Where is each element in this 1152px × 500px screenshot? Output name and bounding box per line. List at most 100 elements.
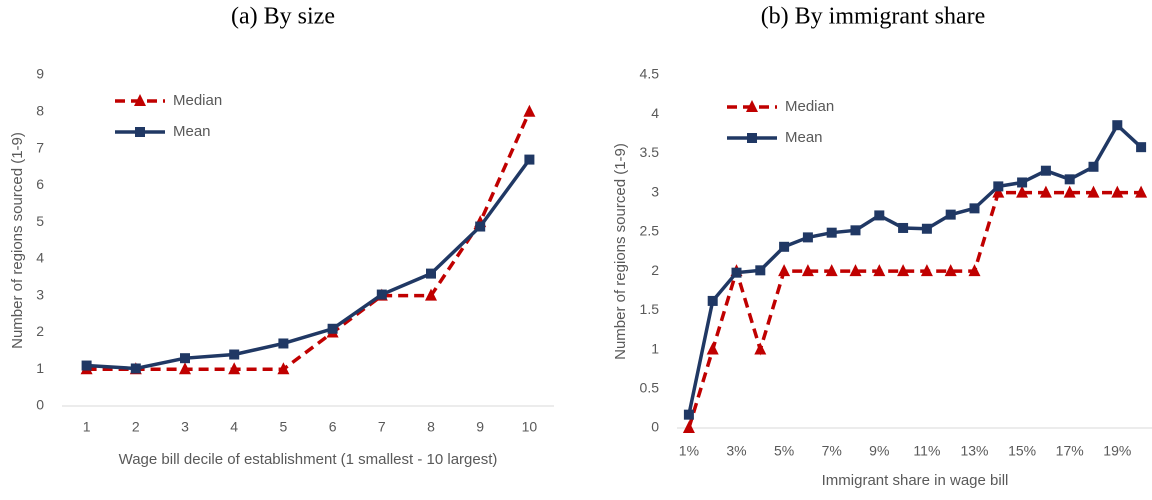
legend-label: Median	[173, 92, 222, 109]
marker	[425, 288, 437, 301]
marker	[897, 264, 910, 277]
marker	[706, 342, 719, 355]
y-tick-label: 1	[36, 360, 44, 376]
marker	[278, 338, 289, 349]
marker	[826, 227, 837, 238]
marker	[779, 241, 790, 252]
marker	[179, 362, 191, 375]
x-tick-label: 17%	[1056, 443, 1084, 459]
chart-title: (a) By size	[231, 4, 335, 30]
x-tick-label: 7	[378, 419, 386, 435]
marker	[755, 265, 766, 276]
marker	[426, 268, 436, 279]
series-line	[86, 158, 531, 371]
marker	[945, 209, 956, 220]
y-tick-label: 2	[651, 262, 659, 278]
marker	[1088, 161, 1099, 172]
marker	[1112, 120, 1123, 131]
x-tick-label: 5	[280, 419, 288, 435]
marker	[969, 203, 980, 214]
y-tick-label: 0	[36, 397, 44, 413]
y-tick-label: 3	[36, 286, 44, 302]
y-tick-label: 0.5	[640, 379, 660, 395]
marker	[1111, 185, 1124, 198]
y-tick-label: 0	[651, 419, 659, 435]
marker	[1017, 177, 1028, 188]
x-tick-label: 1	[83, 419, 91, 435]
marker	[1063, 185, 1076, 198]
y-tick-label: 2	[36, 323, 44, 339]
x-tick-label: 11%	[913, 443, 940, 459]
chart-title: (b) By immigrant share	[761, 4, 986, 30]
marker	[731, 267, 742, 278]
y-axis-title: Number of regions sourced (1-9)	[9, 132, 26, 349]
x-tick-label: 19%	[1103, 443, 1131, 459]
legend-label: Mean	[173, 123, 211, 140]
marker	[754, 342, 767, 355]
marker	[475, 221, 486, 232]
marker	[523, 104, 536, 117]
marker	[874, 210, 885, 221]
x-tick-label: 1%	[679, 443, 699, 459]
marker	[802, 232, 813, 243]
marker	[825, 264, 838, 277]
x-tick-label: 15%	[1008, 443, 1036, 459]
y-tick-label: 2.5	[640, 223, 660, 239]
marker	[1136, 142, 1147, 153]
y-tick-label: 4	[36, 250, 44, 266]
marker	[778, 264, 791, 277]
x-tick-label: 2	[132, 419, 140, 435]
x-tick-label: 10	[522, 419, 538, 435]
y-tick-label: 1	[651, 340, 659, 356]
x-tick-label: 6	[329, 419, 337, 435]
marker	[277, 362, 290, 375]
marker	[944, 264, 957, 277]
y-axis-title: Number of regions sourced (1-9)	[612, 143, 629, 360]
y-tick-label: 8	[36, 102, 44, 118]
y-tick-label: 1.5	[640, 301, 660, 317]
marker	[1016, 185, 1029, 198]
x-tick-label: 9%	[869, 443, 889, 459]
marker	[524, 154, 535, 165]
legend-label: Median	[785, 98, 834, 115]
x-tick-label: 4	[230, 419, 238, 435]
x-axis-title: Wage bill decile of establishment (1 sma…	[119, 451, 498, 468]
x-axis-title: Immigrant share in wage bill	[822, 472, 1009, 489]
marker	[1087, 185, 1100, 198]
marker	[327, 323, 338, 334]
x-tick-label: 5%	[774, 443, 794, 459]
marker	[747, 133, 757, 143]
legend-label: Mean	[785, 129, 823, 146]
marker	[850, 225, 861, 236]
x-tick-label: 3	[181, 419, 189, 435]
y-tick-label: 9	[36, 66, 44, 82]
marker	[707, 295, 718, 306]
marker	[849, 264, 862, 277]
y-tick-label: 3.5	[640, 144, 660, 160]
series-line	[86, 111, 531, 371]
marker	[376, 289, 387, 300]
marker	[1039, 185, 1052, 198]
y-tick-label: 6	[36, 176, 44, 192]
y-tick-label: 4.5	[640, 66, 660, 82]
x-tick-label: 3%	[726, 443, 746, 459]
series-line	[687, 190, 1142, 429]
marker	[921, 223, 932, 234]
marker	[920, 264, 933, 277]
marker	[873, 264, 886, 277]
marker	[993, 181, 1004, 192]
marker	[1040, 165, 1051, 176]
marker	[992, 185, 1005, 198]
x-tick-label: 8	[427, 419, 435, 435]
marker	[746, 100, 758, 112]
y-tick-label: 7	[36, 139, 44, 155]
marker	[130, 363, 141, 374]
marker	[180, 353, 190, 364]
x-tick-label: 7%	[822, 443, 842, 459]
x-tick-label: 9	[476, 419, 484, 435]
marker	[135, 127, 145, 137]
marker	[134, 94, 146, 106]
y-tick-label: 5	[36, 213, 44, 229]
marker	[968, 264, 981, 277]
marker	[1135, 185, 1148, 198]
